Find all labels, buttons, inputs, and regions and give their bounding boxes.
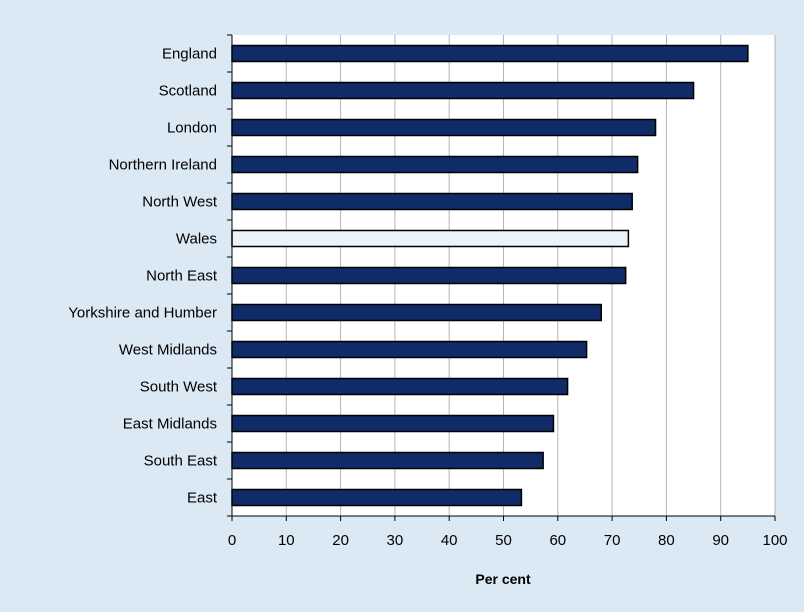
category-label: Yorkshire and Humber <box>68 305 217 322</box>
x-tick-label: 80 <box>658 532 675 549</box>
category-label: Scotland <box>159 83 217 100</box>
category-label: East Midlands <box>123 416 217 433</box>
bar <box>231 118 657 137</box>
bar <box>231 229 630 248</box>
x-tick-label: 10 <box>278 532 295 549</box>
x-tick-label: 0 <box>228 532 236 549</box>
x-tick-label: 100 <box>762 532 787 549</box>
x-tick-label: 60 <box>549 532 566 549</box>
bar <box>231 303 602 322</box>
category-label: London <box>167 120 217 137</box>
bar <box>231 340 588 359</box>
bar <box>231 155 639 174</box>
axes <box>227 34 776 521</box>
x-axis-title: Per cent <box>475 571 531 587</box>
x-tick-label: 30 <box>387 532 404 549</box>
bars <box>231 44 749 507</box>
bar <box>231 451 544 470</box>
category-label: South West <box>140 379 218 396</box>
category-label: England <box>162 46 217 63</box>
x-tick-label: 90 <box>712 532 729 549</box>
bar <box>231 266 627 285</box>
x-tick-label: 70 <box>604 532 621 549</box>
bar <box>231 192 633 211</box>
x-tick-label: 40 <box>441 532 458 549</box>
labels: 0 10 20 30 40 50 60 70 80 90 100 England Scotland Lon… <box>68 46 787 550</box>
category-label: Northern Ireland <box>109 157 217 174</box>
bar <box>231 44 749 63</box>
bar <box>231 377 569 396</box>
category-label: West Midlands <box>119 342 217 359</box>
bar <box>231 81 695 100</box>
x-tick-label: 50 <box>495 532 512 549</box>
bar <box>231 414 555 433</box>
x-tick-label: 20 <box>332 532 349 549</box>
category-label: Wales <box>176 231 217 248</box>
category-label: East <box>187 490 218 507</box>
category-label: North West <box>142 194 218 211</box>
category-label: North East <box>146 268 218 285</box>
bar <box>231 488 523 507</box>
category-label: South East <box>144 453 218 470</box>
